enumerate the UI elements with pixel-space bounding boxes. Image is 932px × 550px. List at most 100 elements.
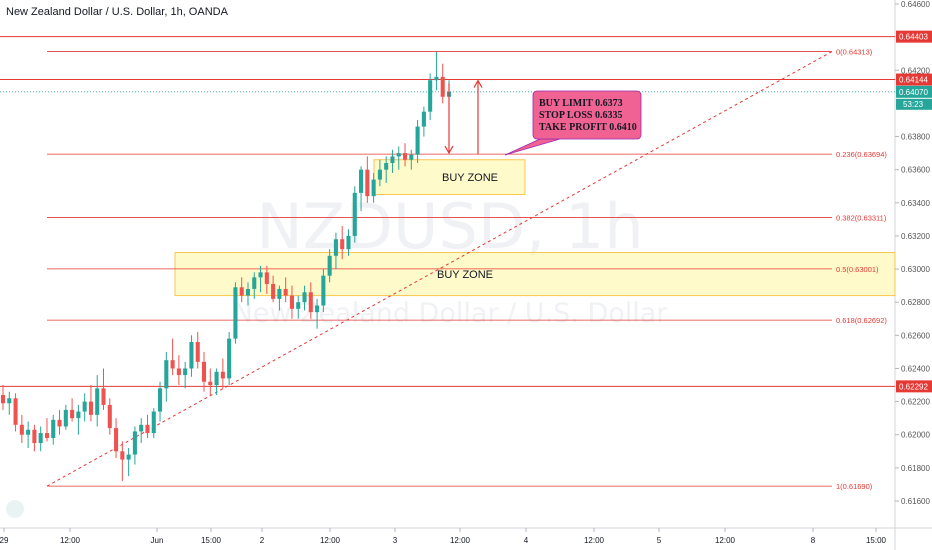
time-tick-label: Jun bbox=[151, 536, 164, 545]
candle-body bbox=[340, 239, 345, 250]
candle-body bbox=[233, 287, 238, 339]
trade-callout-line: STOP LOSS 0.6335 bbox=[539, 110, 622, 121]
candle-body bbox=[371, 179, 376, 197]
price-tick-label: 0.63600 bbox=[901, 166, 930, 175]
time-tick-label: 5 bbox=[657, 536, 662, 545]
candle-body bbox=[195, 341, 200, 362]
candle-body bbox=[183, 368, 188, 376]
price-tick-label: 0.63400 bbox=[901, 199, 930, 208]
time-tick-label: 8 bbox=[811, 536, 816, 545]
candle-body bbox=[189, 341, 194, 369]
candle-body bbox=[390, 156, 395, 164]
price-tick-label: 0.61600 bbox=[901, 497, 930, 506]
time-tick-label: 12:00 bbox=[320, 536, 341, 545]
candle-body bbox=[139, 424, 144, 432]
price-tick-label: 0.61800 bbox=[901, 464, 930, 473]
time-tick-label: 12:00 bbox=[60, 536, 81, 545]
candle-body bbox=[384, 163, 389, 170]
price-tick-label: 0.62800 bbox=[901, 298, 930, 307]
price-tick-label: 0.63800 bbox=[901, 133, 930, 142]
tradingview-logo[interactable] bbox=[6, 500, 24, 518]
candle-body bbox=[302, 292, 307, 303]
down-arrow-head bbox=[444, 145, 454, 155]
candle-body bbox=[26, 429, 31, 435]
fib-level-label: 0.236(0.63694) bbox=[836, 150, 887, 159]
candle-body bbox=[176, 368, 181, 376]
candle-body bbox=[289, 295, 294, 309]
watermark-symbol: NZDUSD, 1h bbox=[256, 190, 643, 263]
candle-body bbox=[327, 255, 332, 276]
candle-body bbox=[315, 305, 320, 313]
candle-body bbox=[126, 454, 131, 460]
price-tag bbox=[896, 380, 932, 393]
candle-body bbox=[63, 409, 68, 427]
candle-body bbox=[245, 288, 251, 296]
candle-body bbox=[82, 401, 87, 412]
fibonacci-levels: 0(0.64313) 0.236(0.63694) 0.382(0.63311) 0.… bbox=[47, 48, 887, 491]
candle-body bbox=[415, 126, 420, 155]
price-axis[interactable]: 0.64600 0.64200 0.63800 0.63600 0.63400 0.632… bbox=[895, 0, 932, 506]
fib-level-label: 0.5(0.63001) bbox=[836, 265, 879, 274]
price-tick-label: 0.64200 bbox=[901, 66, 930, 75]
fib-level-label: 0(0.64313) bbox=[836, 48, 873, 57]
time-tick-label: 29 bbox=[0, 536, 9, 545]
candle-body bbox=[201, 361, 207, 382]
price-tick-label: 0.63000 bbox=[901, 265, 930, 274]
candle-body bbox=[170, 360, 175, 369]
time-tick-label: 15:00 bbox=[201, 536, 222, 545]
candle-body bbox=[258, 272, 263, 278]
candle-body bbox=[51, 419, 56, 439]
candle-body bbox=[220, 371, 225, 379]
candle-body bbox=[365, 169, 370, 197]
candle-body bbox=[145, 424, 150, 434]
up-arrow-head bbox=[473, 79, 483, 88]
price-tag-label: 0.62292 bbox=[899, 382, 928, 391]
candles bbox=[0, 52, 452, 482]
time-axis[interactable]: 29 12:00 Jun 15:00 2 12:00 3 12:00 4 12:00 5 12:00 8… bbox=[0, 528, 887, 545]
price-tag bbox=[896, 30, 932, 43]
candle-body bbox=[88, 401, 93, 415]
candle-body bbox=[120, 451, 125, 460]
candle-body bbox=[70, 409, 75, 419]
candle-body bbox=[377, 169, 382, 180]
candle-body bbox=[352, 192, 357, 236]
candle-body bbox=[333, 239, 338, 256]
price-tick-label: 0.62600 bbox=[901, 331, 930, 340]
countdown-tag bbox=[896, 98, 932, 110]
price-tick-label: 0.62200 bbox=[901, 398, 930, 407]
price-tick-label: 0.62400 bbox=[901, 364, 930, 373]
candle-body bbox=[239, 287, 244, 296]
candle-body bbox=[277, 288, 282, 299]
candle-body bbox=[421, 111, 426, 127]
fib-level-label: 0.382(0.63311) bbox=[836, 214, 887, 223]
price-tag bbox=[896, 73, 932, 86]
price-tick-label: 0.62000 bbox=[901, 431, 930, 440]
candle-body bbox=[227, 338, 232, 379]
candle-body bbox=[214, 371, 219, 386]
fib-level-label: 1(0.61690) bbox=[836, 482, 873, 491]
trade-callout-line: TAKE PROFIT 0.6410 bbox=[539, 122, 637, 133]
candle-body bbox=[308, 292, 313, 313]
time-tick-label: 2 bbox=[260, 536, 265, 545]
candle-body bbox=[296, 302, 301, 309]
candle-body bbox=[38, 433, 43, 444]
candle-body bbox=[44, 433, 50, 439]
candle-body bbox=[321, 275, 326, 306]
candle-body bbox=[13, 398, 18, 425]
candle-body bbox=[428, 80, 433, 112]
price-tag-label: 0.64403 bbox=[899, 33, 928, 42]
watermark: NZDUSD, 1h New Zealand Dollar / U.S. Doll… bbox=[233, 190, 669, 329]
chart-title: New Zealand Dollar / U.S. Dollar, 1h, OA… bbox=[6, 6, 228, 18]
candle-body bbox=[95, 388, 100, 415]
fib-level-label: 0.618(0.62692) bbox=[836, 316, 887, 325]
candle-body bbox=[346, 235, 351, 250]
candle-body bbox=[32, 429, 37, 444]
countdown-label: 53:23 bbox=[903, 100, 924, 109]
trade-callout-box bbox=[532, 90, 642, 140]
candle-body bbox=[164, 360, 169, 389]
candle-body bbox=[359, 169, 364, 193]
candle-body bbox=[440, 76, 445, 97]
candle-body bbox=[76, 411, 81, 419]
